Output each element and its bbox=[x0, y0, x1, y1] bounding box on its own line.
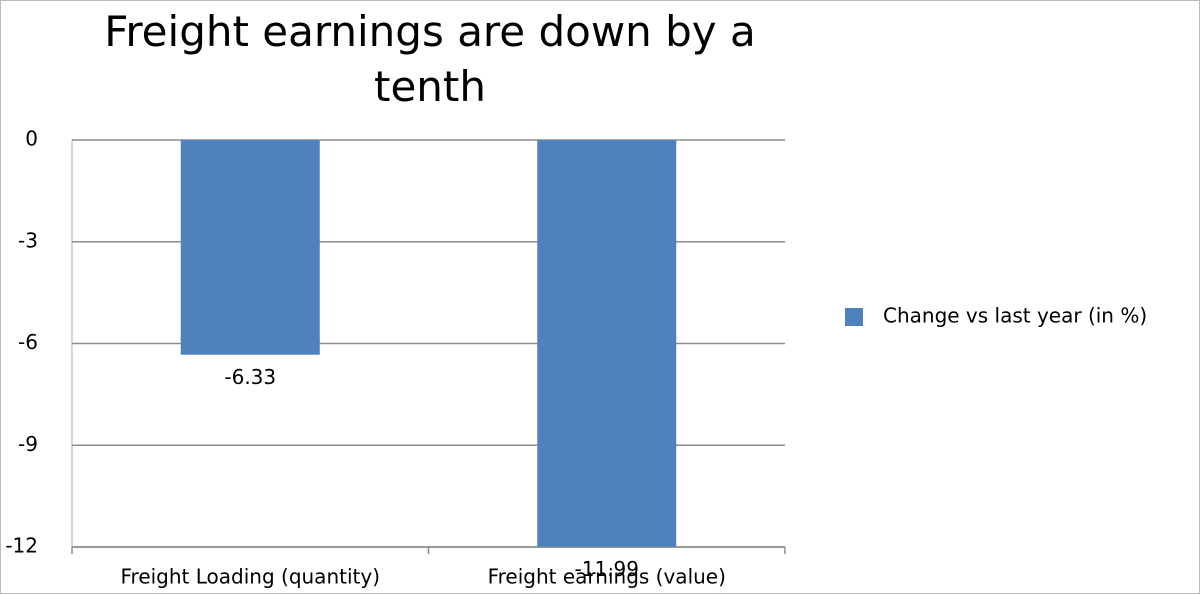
y-tick-label: -6 bbox=[18, 330, 38, 354]
y-tick-label: -3 bbox=[18, 228, 38, 252]
legend-label: Change vs last year (in %) bbox=[883, 304, 1147, 328]
y-tick-label: -12 bbox=[5, 534, 38, 558]
y-tick-label: 0 bbox=[25, 127, 38, 151]
bar bbox=[537, 140, 677, 547]
chart-title: Freight earnings are down by a tenth bbox=[104, 7, 756, 111]
x-tick-label: Freight earnings (value) bbox=[488, 565, 726, 589]
data-label: -6.33 bbox=[224, 365, 276, 389]
bar bbox=[180, 140, 320, 355]
y-tick-label: -9 bbox=[18, 432, 38, 456]
legend-swatch bbox=[845, 308, 863, 326]
x-tick-label: Freight Loading (quantity) bbox=[120, 565, 380, 589]
data-label: -11.99 bbox=[575, 557, 639, 581]
